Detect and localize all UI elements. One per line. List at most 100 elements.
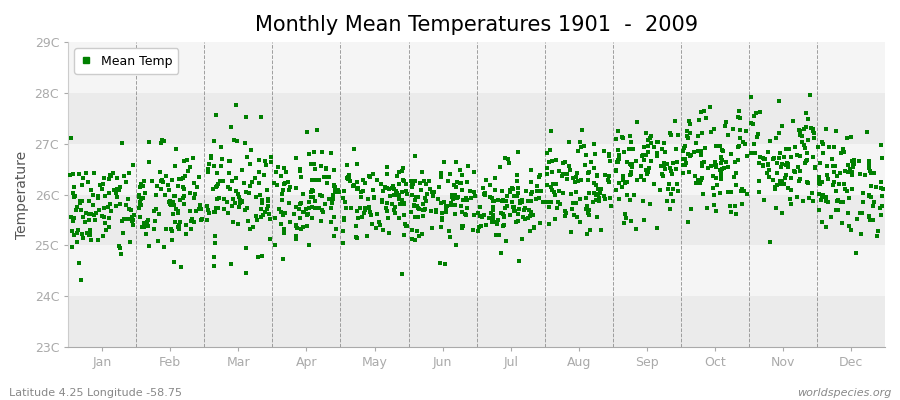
Point	[560, 176, 574, 182]
Point	[708, 162, 723, 168]
Point	[676, 156, 690, 163]
Point	[207, 163, 221, 169]
Point	[112, 183, 127, 190]
Point	[611, 156, 625, 162]
Point	[799, 158, 814, 164]
Point	[795, 133, 809, 139]
Point	[532, 194, 546, 201]
Point	[202, 160, 216, 167]
Point	[812, 191, 826, 197]
Point	[855, 190, 869, 196]
Point	[777, 154, 791, 160]
Point	[349, 234, 364, 240]
Point	[350, 208, 365, 214]
Point	[707, 202, 722, 208]
Point	[656, 160, 670, 166]
Point	[229, 175, 243, 182]
Point	[831, 206, 845, 213]
Point	[257, 158, 272, 164]
Point	[826, 182, 841, 188]
Point	[483, 210, 498, 216]
Point	[95, 181, 110, 187]
Point	[566, 175, 580, 182]
Point	[292, 215, 307, 222]
Point	[287, 210, 302, 217]
Point	[516, 198, 530, 205]
Point	[500, 203, 515, 209]
Point	[544, 184, 559, 191]
Point	[405, 184, 419, 190]
Point	[544, 147, 558, 153]
Point	[350, 235, 365, 242]
Point	[523, 213, 537, 220]
Point	[574, 127, 589, 133]
Point	[435, 215, 449, 222]
Point	[528, 196, 543, 202]
Point	[654, 146, 669, 152]
Point	[864, 194, 878, 200]
Point	[491, 197, 506, 204]
Point	[510, 218, 525, 224]
Point	[602, 152, 616, 159]
Point	[654, 170, 669, 177]
Point	[122, 170, 136, 176]
Point	[446, 195, 460, 202]
Point	[697, 108, 711, 114]
Point	[342, 172, 356, 178]
Point	[410, 228, 424, 234]
Point	[415, 168, 429, 175]
Point	[519, 188, 534, 194]
Point	[399, 188, 413, 194]
Point	[378, 184, 392, 190]
Point	[76, 214, 91, 221]
Point	[845, 186, 859, 192]
Point	[567, 200, 581, 207]
Point	[604, 203, 618, 209]
Point	[712, 167, 726, 173]
Point	[148, 218, 163, 224]
Point	[791, 164, 806, 170]
Point	[619, 214, 634, 221]
Point	[171, 183, 185, 190]
Point	[447, 192, 462, 198]
Point	[436, 217, 450, 223]
Point	[695, 160, 709, 166]
Point	[217, 196, 231, 202]
Point	[216, 206, 230, 213]
Point	[524, 190, 538, 197]
Point	[826, 163, 841, 170]
Point	[637, 144, 652, 150]
Point	[104, 208, 119, 214]
Point	[714, 172, 728, 178]
Point	[784, 201, 798, 208]
Point	[224, 178, 238, 184]
Point	[781, 185, 796, 192]
Point	[775, 178, 789, 185]
Point	[274, 173, 288, 180]
Point	[208, 184, 222, 190]
Point	[559, 210, 573, 216]
Point	[779, 160, 794, 167]
Point	[81, 211, 95, 217]
Point	[874, 142, 888, 148]
Point	[328, 184, 342, 190]
Point	[845, 158, 859, 164]
Point	[410, 203, 424, 210]
Point	[411, 194, 426, 200]
Point	[547, 189, 562, 196]
Point	[115, 218, 130, 224]
Point	[297, 208, 311, 215]
Point	[184, 218, 198, 224]
Point	[278, 169, 293, 175]
Point	[353, 204, 367, 211]
Point	[634, 163, 648, 169]
Point	[775, 210, 789, 216]
Point	[133, 213, 148, 220]
Point	[379, 205, 393, 212]
Point	[479, 222, 493, 228]
Point	[148, 206, 163, 213]
Point	[502, 187, 517, 193]
Point	[760, 170, 774, 176]
Point	[192, 174, 206, 180]
Point	[367, 195, 382, 201]
